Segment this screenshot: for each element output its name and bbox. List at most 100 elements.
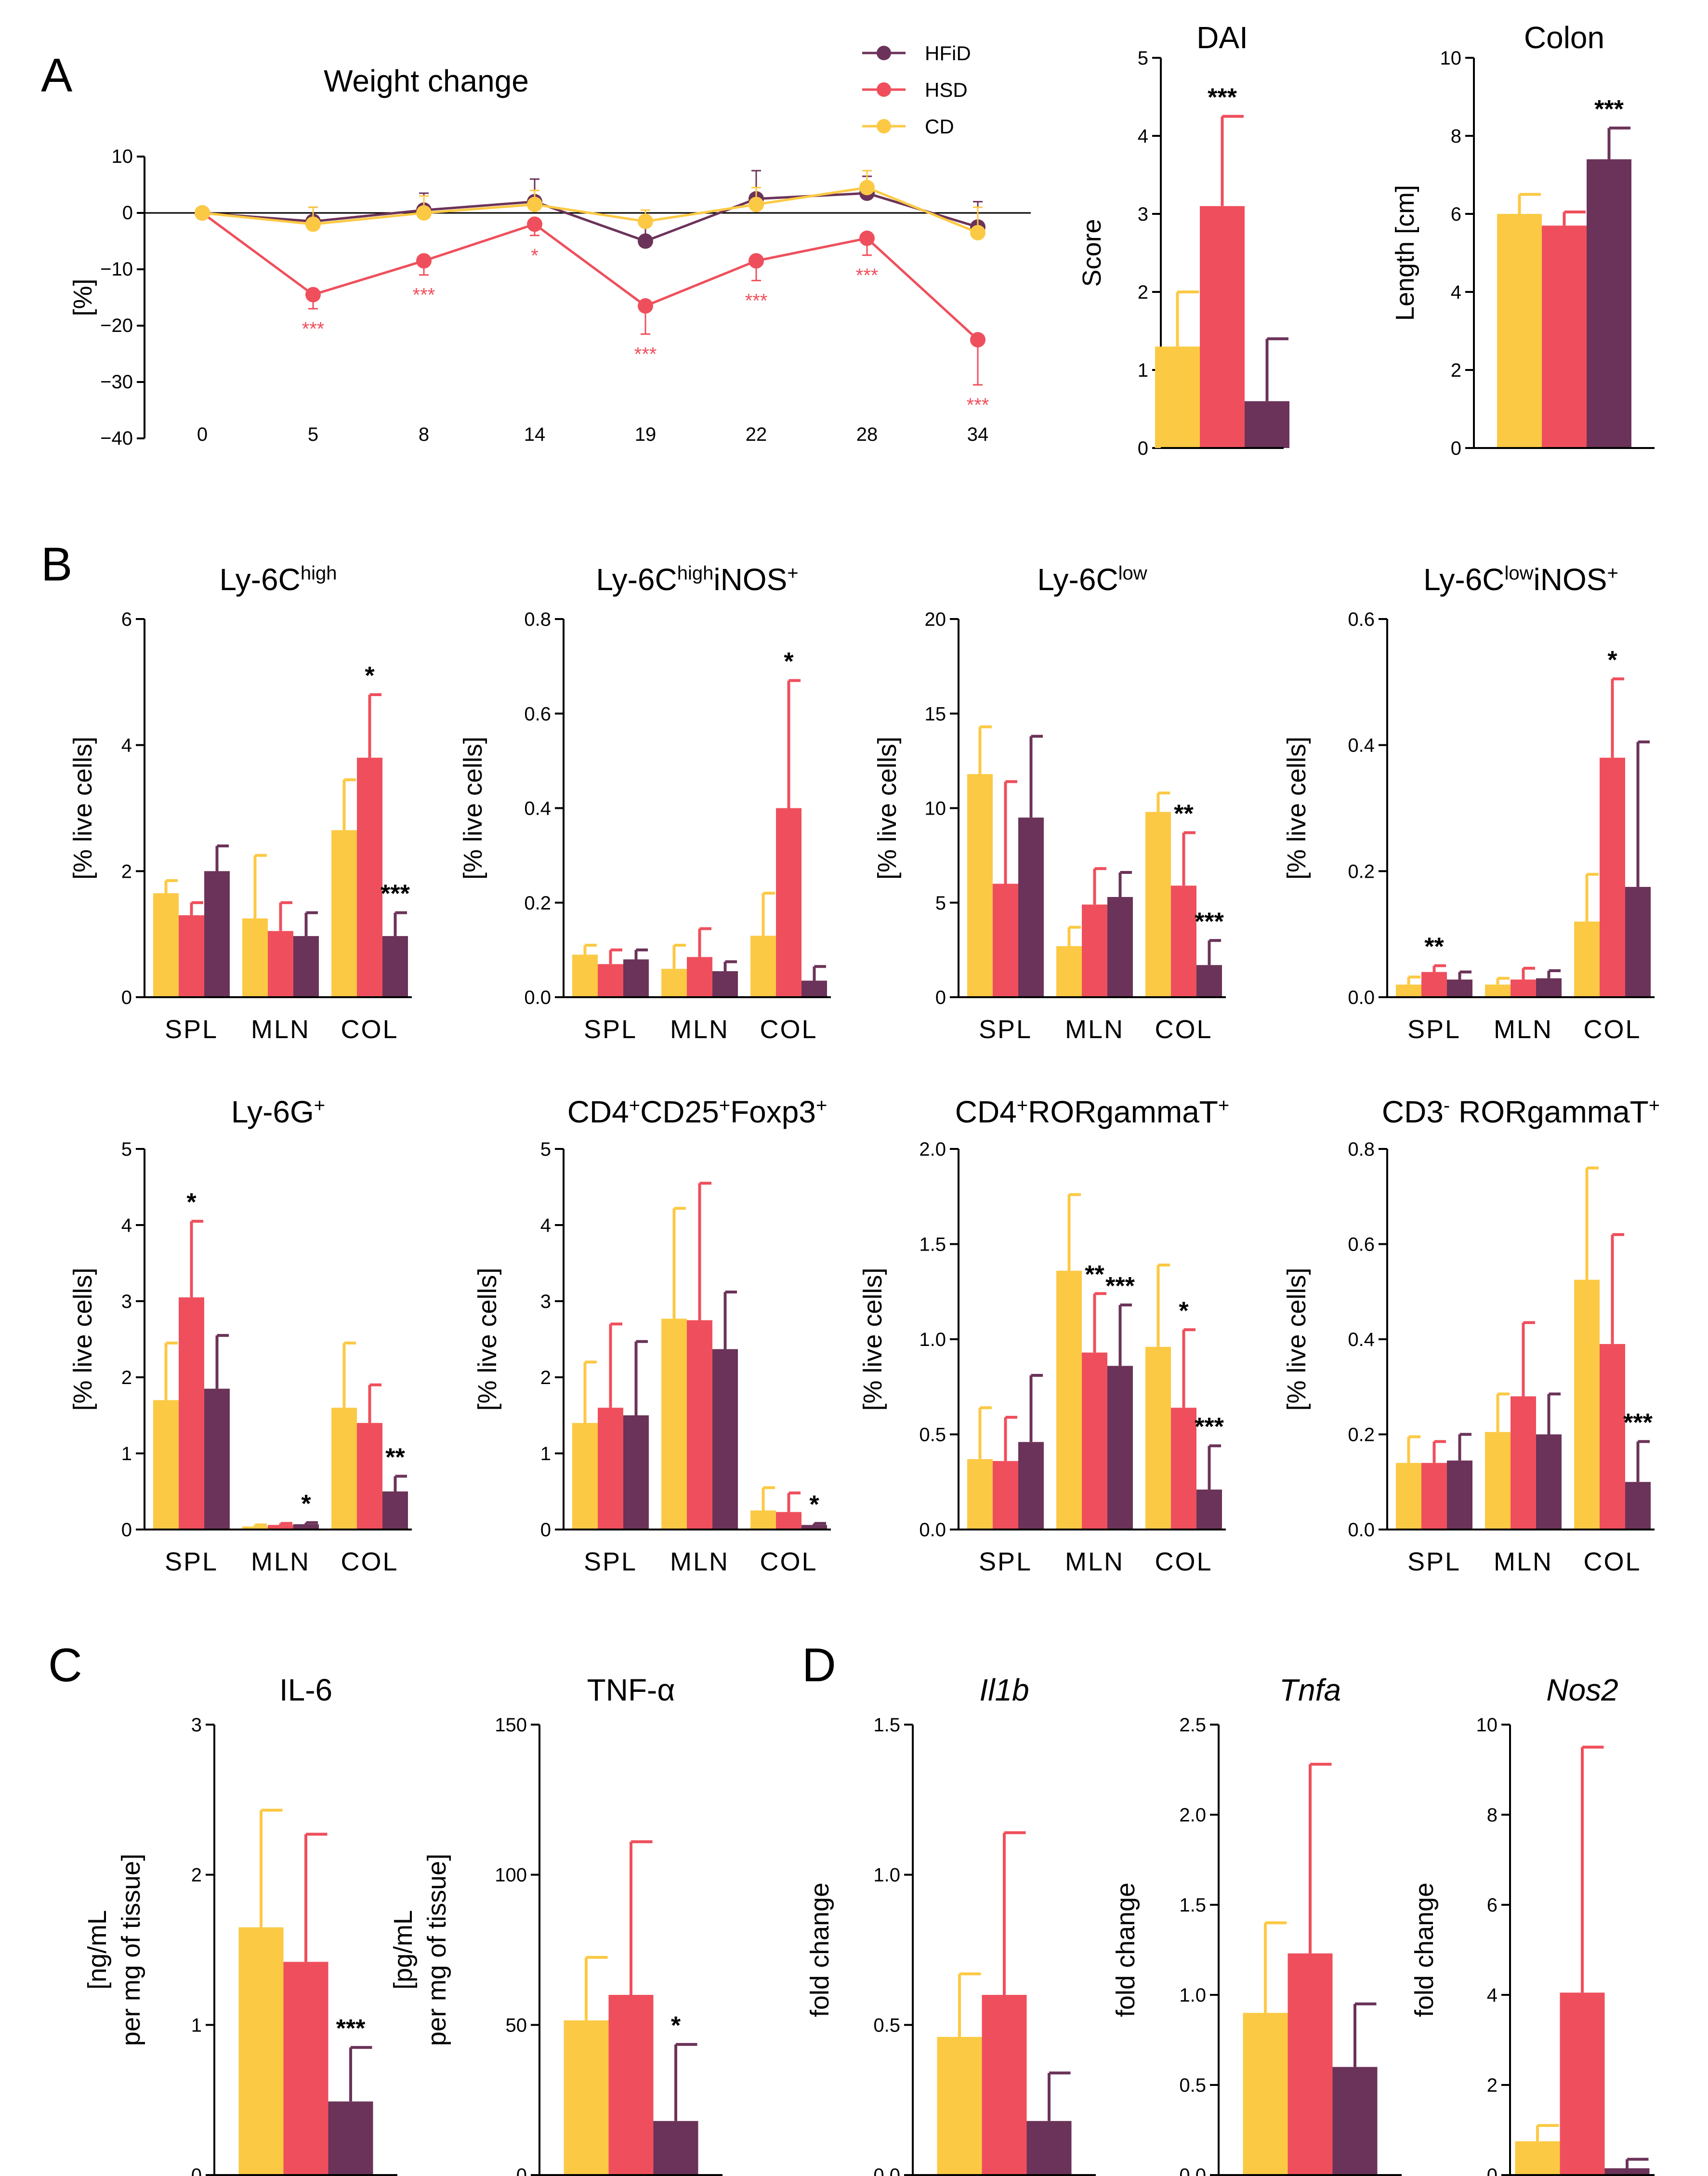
y-tick-label: 0.0 — [1348, 987, 1375, 1008]
bar-cd — [153, 893, 179, 997]
significance-marker: *** — [1594, 95, 1624, 123]
x-tick-label: 14 — [524, 424, 546, 445]
bar-hfid — [1447, 979, 1472, 997]
y-axis-label: fold change — [1410, 1883, 1439, 2017]
y-tick-label: 0 — [121, 1519, 132, 1541]
y-axis-label: [% live cells] — [68, 1267, 97, 1411]
title-superscript: + — [1649, 1095, 1660, 1116]
y-tick-label: 1 — [540, 1443, 551, 1464]
category-label: COL — [341, 1547, 398, 1576]
bar-hfid — [801, 1525, 827, 1530]
category-label: MLN — [670, 1547, 729, 1576]
data-point-cd — [638, 213, 653, 229]
chart-title: Ly-6Clow — [1037, 562, 1147, 597]
significance-marker: *** — [1195, 1413, 1224, 1441]
category-label: COL — [760, 1547, 817, 1576]
y-tick-label: 0.8 — [524, 609, 551, 630]
category-label: MLN — [670, 1015, 729, 1044]
bar-cd — [1515, 2141, 1560, 2175]
category-label: COL — [760, 1015, 817, 1044]
y-tick-label: 4 — [540, 1215, 551, 1236]
chart-colon: Colon 0 2 4 6 8 10 Length [cm] *** — [1391, 20, 1655, 459]
significance-marker: *** — [302, 318, 325, 340]
y-axis-label: [% live cells] — [68, 737, 97, 880]
y-tick-label: 2 — [1451, 360, 1461, 381]
bar-hsd — [268, 931, 293, 997]
title-text: Ly-6G — [231, 1095, 314, 1129]
data-point-hsd — [970, 332, 985, 348]
chart-title: TNF-α — [587, 1673, 675, 1707]
y-tick-label: 0.6 — [1348, 609, 1375, 630]
x-tick-label: 8 — [419, 424, 429, 445]
bar-hsd — [1511, 979, 1536, 997]
bar-hfid — [1107, 897, 1133, 997]
bar-hsd — [982, 1995, 1027, 2175]
y-tick-label: 1.5 — [873, 1714, 900, 1736]
x-tick-label: 5 — [308, 424, 318, 445]
y-tick-label: 3 — [191, 1714, 202, 1736]
y-tick-label: 10 — [1476, 1714, 1498, 1736]
y-tick-label: 10 — [112, 146, 133, 167]
y-tick-label: 5 — [540, 1139, 551, 1160]
significance-marker: * — [1607, 646, 1617, 674]
y-tick-label: 1.5 — [1179, 1895, 1206, 1916]
bar-hsd — [268, 1525, 293, 1530]
bar-cd — [242, 1526, 268, 1530]
legend-marker-hfid — [877, 46, 891, 60]
bar-cd — [572, 1423, 598, 1530]
chart-ilc3: CD3- RORgammaT+0.00.20.40.60.8[% live ce… — [1282, 1095, 1660, 1576]
category-label: MLN — [1494, 1547, 1553, 1576]
bar-hfid — [623, 1415, 649, 1530]
bar-cd — [1497, 214, 1542, 448]
y-tick-label: 0.4 — [524, 798, 551, 819]
category-label: MLN — [251, 1547, 310, 1576]
bar-hsd — [1421, 1463, 1447, 1530]
bar-hfid — [1107, 1366, 1133, 1530]
bar-hsd — [598, 964, 623, 997]
bar-cd — [1574, 1279, 1600, 1530]
title-superscript: low — [1118, 563, 1147, 584]
chart-tnfa: Tnfa 0.0 0.5 1.0 1.5 2.0 2.5 fold change — [1111, 1673, 1402, 2176]
y-tick-label: 0 — [1138, 438, 1148, 459]
y-tick-label: 1.0 — [919, 1329, 946, 1350]
y-tick-label: 1 — [1138, 360, 1148, 381]
category-label: MLN — [1065, 1547, 1124, 1576]
category-label: SPL — [165, 1015, 218, 1044]
bar-cd — [967, 1459, 993, 1530]
bar-hfid — [712, 971, 738, 997]
bar-hsd — [1560, 1992, 1605, 2175]
category-label: MLN — [1065, 1015, 1124, 1044]
y-axis-label: Length [cm] — [1391, 185, 1419, 321]
legend: HFiD HSD CD — [862, 42, 971, 138]
bar-hfid — [1196, 1490, 1222, 1530]
title-text: Il1b — [979, 1673, 1029, 1707]
chart-ly6clowinos: Ly-6ClowiNOS+0.00.20.40.6[% live cells]S… — [1282, 562, 1655, 1044]
significance-marker: *** — [1195, 908, 1224, 936]
category-label: COL — [1583, 1547, 1641, 1576]
bar-hfid — [1587, 159, 1631, 448]
bar-cd — [331, 830, 357, 997]
bar-hsd — [687, 957, 712, 997]
title-text: IL-6 — [279, 1673, 332, 1707]
y-tick-label: 0 — [935, 987, 946, 1008]
y-tick-label: 0.2 — [1348, 861, 1375, 882]
y-axis-label: [% live cells] — [459, 737, 487, 880]
bar-hfid — [328, 2101, 373, 2175]
y-axis-label: Score — [1077, 219, 1106, 287]
bar-hfid — [1332, 2067, 1378, 2175]
bar-cd — [750, 936, 776, 997]
y-tick-label: 4 — [1487, 1985, 1498, 2006]
title-superscript: + — [314, 1095, 325, 1116]
significance-marker: *** — [1208, 84, 1237, 112]
bar-cd — [1056, 1270, 1082, 1530]
y-tick-label: 0.0 — [524, 987, 551, 1008]
bar-cd — [572, 954, 598, 997]
title-superscript: + — [1218, 1095, 1229, 1116]
bar-hfid — [801, 980, 827, 997]
y-axis-label: [ng/mL — [83, 1910, 112, 1990]
y-tick-label: 2.5 — [1179, 1714, 1206, 1736]
y-tick-label: 20 — [925, 609, 946, 630]
data-point-cd — [859, 180, 875, 196]
